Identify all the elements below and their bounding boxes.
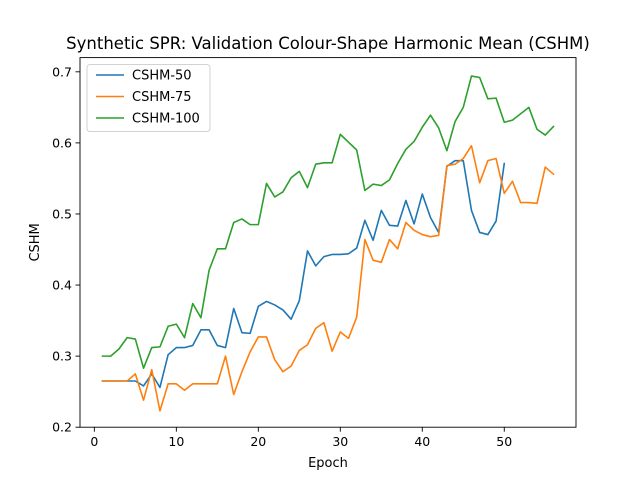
x-tick-label: 0 [90,434,98,449]
x-tick-label: 30 [332,434,348,449]
y-tick-label: 0.4 [52,278,72,293]
y-tick-label: 0.6 [52,135,72,150]
legend: CSHM-50 CSHM-75 CSHM-100 [86,64,211,133]
legend-label-2: CSHM-75 [132,90,192,105]
y-tick-label: 0.5 [52,206,72,221]
chart-title: Synthetic SPR: Validation Colour-Shape H… [66,34,590,53]
y-tick-label: 0.2 [52,420,72,435]
x-tick-label: 10 [168,434,184,449]
y-tick-label: 0.3 [52,349,72,364]
series-line-2 [101,144,555,412]
x-axis-label: Epoch [308,456,348,471]
legend-frame [86,64,211,133]
y-axis-ticks: 0.2 0.3 0.4 0.5 0.6 0.7 [52,64,80,435]
series-layer [101,75,555,412]
series-line-1 [101,159,506,389]
x-axis-ticks: 0 10 20 30 40 50 [90,427,512,449]
legend-label-1: CSHM-50 [132,69,192,84]
legend-label-3: CSHM-100 [132,112,200,127]
plot-frame [79,57,577,428]
x-tick-label: 40 [414,434,430,449]
series-line-3 [101,75,555,370]
y-axis-label: CSHM [28,223,43,261]
x-tick-label: 20 [250,434,266,449]
x-tick-label: 50 [496,434,512,449]
y-tick-label: 0.7 [52,64,72,79]
